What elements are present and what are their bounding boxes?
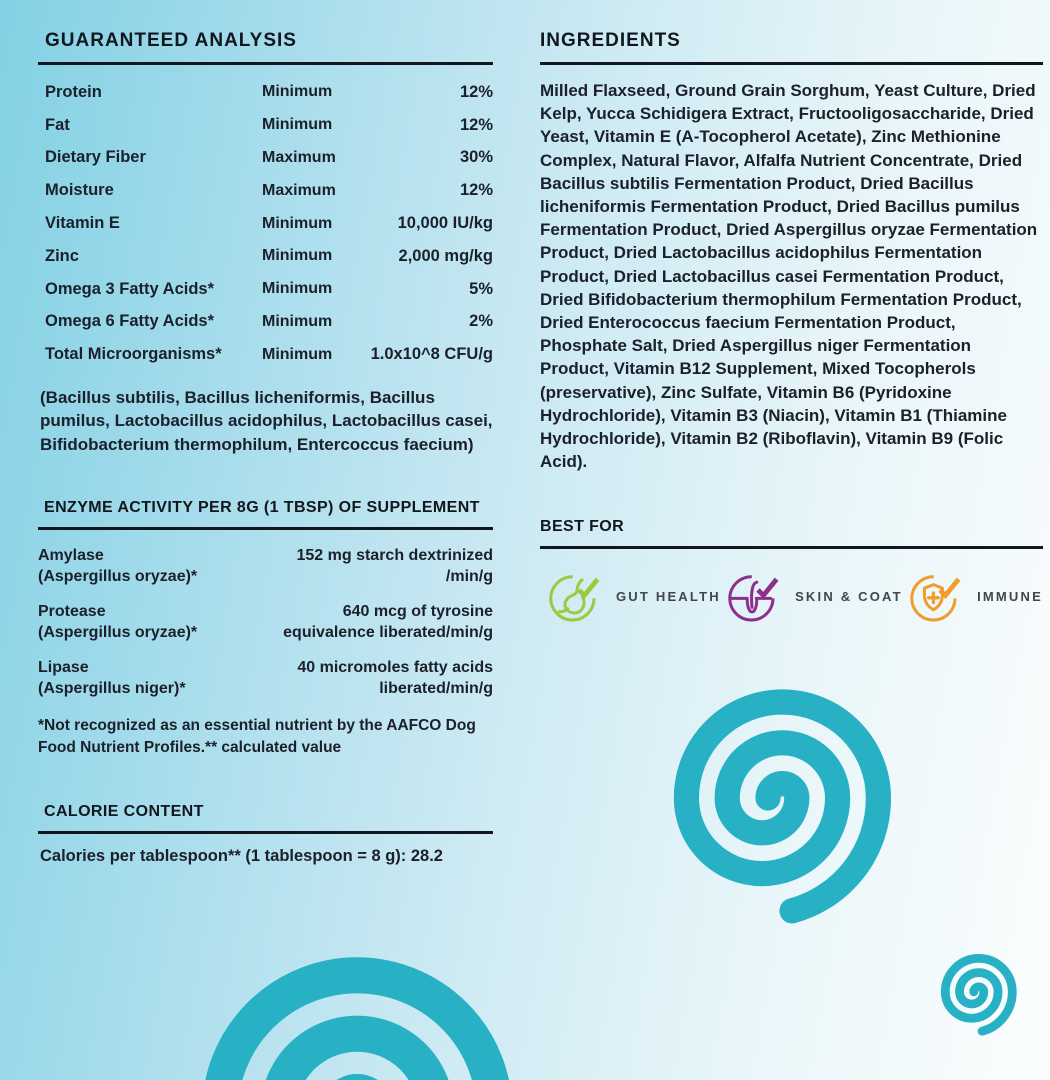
section-underline (540, 62, 1043, 65)
guaranteed-analysis-table: Protein Minimum 12% Fat Minimum 12% Diet… (38, 76, 493, 371)
best-for-label: GUT HEALTH (616, 588, 721, 604)
nutrient-label: Protein (45, 82, 102, 101)
nutrient-value: 12% (459, 115, 493, 134)
section-underline (38, 526, 493, 530)
table-row: Omega 3 Fatty Acids* Minimum 5% (38, 273, 493, 306)
aafco-footnote: *Not recognized as an essential nutrient… (38, 716, 476, 756)
table-row: Vitamin E Minimum 10,000 IU/kg (38, 207, 493, 240)
enzyme-activity-section: ENZYME ACTIVITY PER 8G (1 TBSP) OF SUPPL… (38, 499, 493, 759)
nutrient-qualifier: Minimum (262, 116, 333, 134)
nutrient-qualifier: Maximum (262, 148, 336, 166)
nutrient-qualifier: Minimum (262, 345, 333, 363)
nutrient-value: 30% (459, 148, 493, 167)
nutrient-label: Zinc (45, 246, 79, 265)
guaranteed-analysis-title: GUARANTEED ANALYSIS (45, 30, 297, 51)
enzyme-value: 640 mcg of tyrosine equivalence liberate… (283, 602, 493, 642)
best-for-label: SKIN & COAT (795, 588, 903, 604)
enzyme-name: Lipase (38, 658, 89, 676)
guaranteed-analysis-section: GUARANTEED ANALYSIS Protein Minimum 12% … (38, 30, 493, 456)
best-for-section: BEST FOR GUT HEALTH (540, 518, 1043, 626)
nutrient-value: 12% (459, 82, 493, 101)
calorie-content-title: CALORIE CONTENT (44, 802, 204, 820)
microorganisms-note: (Bacillus subtilis, Bacillus licheniform… (40, 388, 493, 454)
enzyme-activity-title: ENZYME ACTIVITY PER 8G (1 TBSP) OF SUPPL… (44, 498, 480, 516)
nutrient-qualifier: Minimum (262, 247, 333, 265)
nutrient-value: 2% (469, 312, 493, 331)
best-for-item-immune: IMMUNE (907, 566, 1043, 626)
enzyme-source: (Aspergillus niger)* (38, 680, 186, 698)
enzyme-value: 40 micromoles fatty acids liberated/min/… (297, 658, 493, 698)
nutrient-qualifier: Maximum (262, 181, 336, 199)
nutrient-label: Fat (45, 115, 70, 134)
calorie-content-line: Calories per tablespoon** (1 tablespoon … (40, 846, 443, 865)
table-row: Total Microorganisms* Minimum 1.0x10^8 C… (38, 338, 493, 371)
enzyme-cell: Protease (Aspergillus oryzae)* (38, 601, 241, 644)
table-row: Protein Minimum 12% (38, 76, 493, 109)
nutrient-qualifier: Minimum (262, 280, 333, 298)
calorie-content-section: CALORIE CONTENT Calories per tablespoon*… (38, 803, 493, 866)
enzyme-source: (Aspergillus oryzae)* (38, 624, 198, 642)
table-row: Amylase (Aspergillus oryzae)* 152 mg sta… (38, 545, 493, 588)
nutrient-label: Omega 3 Fatty Acids* (45, 279, 215, 298)
nutrient-qualifier: Minimum (262, 214, 333, 232)
shield-cross-check-icon (910, 575, 961, 622)
table-row: Omega 6 Fatty Acids* Minimum 2% (38, 306, 493, 339)
section-underline (38, 830, 493, 834)
nutrient-label: Dietary Fiber (45, 148, 146, 167)
left-column: GUARANTEED ANALYSIS Protein Minimum 12% … (38, 30, 493, 866)
enzyme-cell: Lipase (Aspergillus niger)* (38, 657, 241, 700)
best-for-item-skin-coat: SKIN & COAT (725, 566, 903, 626)
best-for-item-gut-health: GUT HEALTH (546, 566, 721, 626)
best-for-icons-row: GUT HEALTH SKIN & COAT (540, 566, 1043, 626)
best-for-title: BEST FOR (540, 518, 625, 535)
enzyme-cell: Amylase (Aspergillus oryzae)* (38, 545, 241, 588)
nutrient-qualifier: Minimum (262, 312, 333, 330)
enzyme-source: (Aspergillus oryzae)* (38, 568, 198, 586)
ingredients-section: INGREDIENTS Milled Flaxseed, Ground Grai… (540, 30, 1043, 473)
nutrient-label: Omega 6 Fatty Acids* (45, 312, 215, 331)
enzyme-name: Amylase (38, 546, 104, 564)
table-row: Lipase (Aspergillus niger)* 40 micromole… (38, 657, 493, 700)
spiral-graphic-large (205, 957, 509, 1080)
nutrient-value: 1.0x10^8 CFU/g (370, 345, 493, 364)
right-column: INGREDIENTS Milled Flaxseed, Ground Grai… (540, 30, 1043, 473)
table-row: Zinc Minimum 2,000 mg/kg (38, 240, 493, 273)
nutrient-value: 10,000 IU/kg (397, 214, 493, 233)
nutrient-label: Total Microorganisms* (45, 345, 222, 364)
section-underline (38, 62, 493, 65)
table-row: Dietary Fiber Maximum 30% (38, 142, 493, 175)
hair-follicle-check-icon (728, 575, 779, 622)
stomach-check-icon (549, 575, 600, 622)
nutrient-value: 5% (469, 279, 493, 298)
nutrient-value: 2,000 mg/kg (398, 246, 493, 265)
table-row: Moisture Maximum 12% (38, 174, 493, 207)
enzyme-activity-table: Amylase (Aspergillus oryzae)* 152 mg sta… (38, 545, 493, 700)
nutrient-label: Moisture (45, 181, 114, 200)
ingredients-title: INGREDIENTS (540, 30, 681, 51)
best-for-label: IMMUNE (977, 588, 1043, 604)
table-row: Protease (Aspergillus oryzae)* 640 mcg o… (38, 601, 493, 644)
nutrient-qualifier: Minimum (262, 83, 333, 101)
nutrient-label: Vitamin E (45, 214, 120, 233)
enzyme-name: Protease (38, 602, 106, 620)
enzyme-value: 152 mg starch dextrinized /min/g (296, 546, 493, 586)
ingredients-text: Milled Flaxseed, Ground Grain Sorghum, Y… (540, 81, 1038, 472)
spiral-graphic-medium (673, 689, 892, 924)
table-row: Fat Minimum 12% (38, 109, 493, 142)
section-underline (540, 546, 1043, 549)
spiral-graphic-small (940, 953, 1017, 1036)
nutrient-value: 12% (459, 181, 493, 200)
